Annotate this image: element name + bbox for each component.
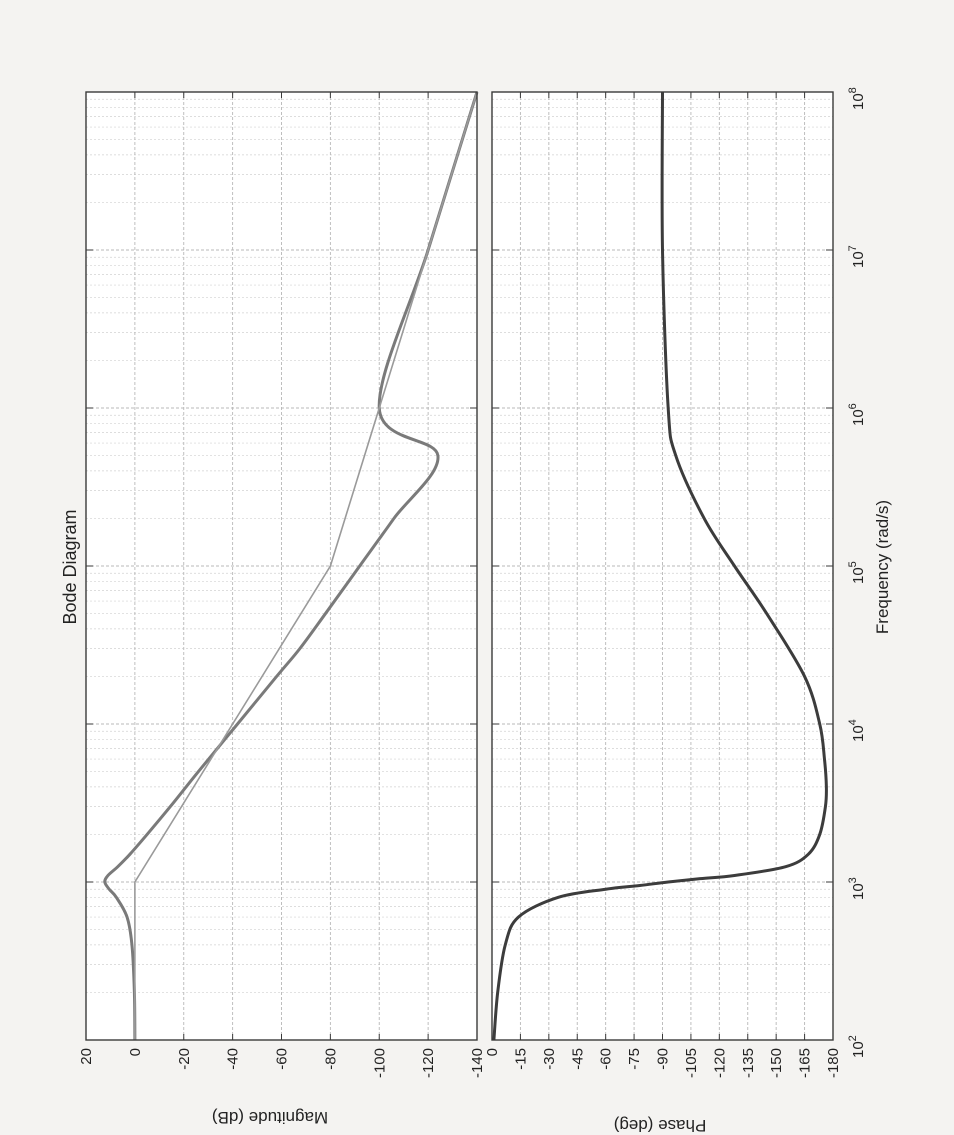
phase-tick-label: -165: [797, 1048, 814, 1078]
magnitude-tick-label: -140: [469, 1048, 486, 1078]
phase-tick-label: 0: [484, 1048, 501, 1056]
x-axis-ticks: 102 103 104 105 106 107 108: [86, 87, 867, 1058]
frequency-tick-label: 105: [847, 561, 867, 584]
frequency-tick-label: 106: [847, 403, 867, 426]
phase-tick-label: -75: [626, 1048, 643, 1070]
phase-tick-label: -135: [740, 1048, 757, 1078]
magnitude-tick-label: -20: [176, 1048, 193, 1070]
phase-tick-label: -45: [569, 1048, 586, 1070]
frequency-tick-label: 107: [847, 245, 867, 268]
phase-y-axis-label: Phase (deg): [614, 1116, 707, 1135]
phase-tick-label: -120: [711, 1048, 728, 1078]
chart-title: Bode Diagram: [60, 509, 80, 624]
magnitude-tick-label: -40: [225, 1048, 242, 1070]
magnitude-tick-label: -60: [274, 1048, 291, 1070]
frequency-tick-label: 103: [847, 877, 867, 900]
frequency-tick-label: 108: [847, 87, 867, 110]
phase-tick-label: -150: [768, 1048, 785, 1078]
phase-tick-label: -90: [655, 1048, 672, 1070]
phase-tick-label: -15: [512, 1048, 529, 1070]
phase-tick-label: -105: [683, 1048, 700, 1078]
phase-response-line: [492, 91, 828, 1041]
frequency-tick-label: 104: [847, 719, 867, 742]
magnitude-panel: 20 0 -20 -40 -60 -80 -100 -120 -140: [78, 91, 486, 1078]
phase-tick-label: -60: [598, 1048, 615, 1070]
frequency-tick-label: 102: [847, 1035, 867, 1058]
magnitude-tick-label: 0: [127, 1048, 144, 1056]
magnitude-tick-label: -100: [371, 1048, 388, 1078]
phase-tick-label: -180: [825, 1048, 842, 1078]
magnitude-tick-label: -80: [322, 1048, 339, 1070]
magnitude-tick-label: 20: [78, 1048, 95, 1065]
magnitude-response-line: [103, 91, 479, 1041]
magnitude-y-axis-label: Magnitude (dB): [212, 1108, 328, 1127]
magnitude-tick-label: -120: [420, 1048, 437, 1078]
phase-tick-label: -30: [541, 1048, 558, 1070]
x-axis-label: Frequency (rad/s): [873, 500, 892, 634]
phase-panel: 0 -15 -30 -45 -60 -75 -90 -105 -120 -135 -150 -165-…: [484, 91, 842, 1078]
magnitude-asymptote-line: [134, 91, 478, 1040]
